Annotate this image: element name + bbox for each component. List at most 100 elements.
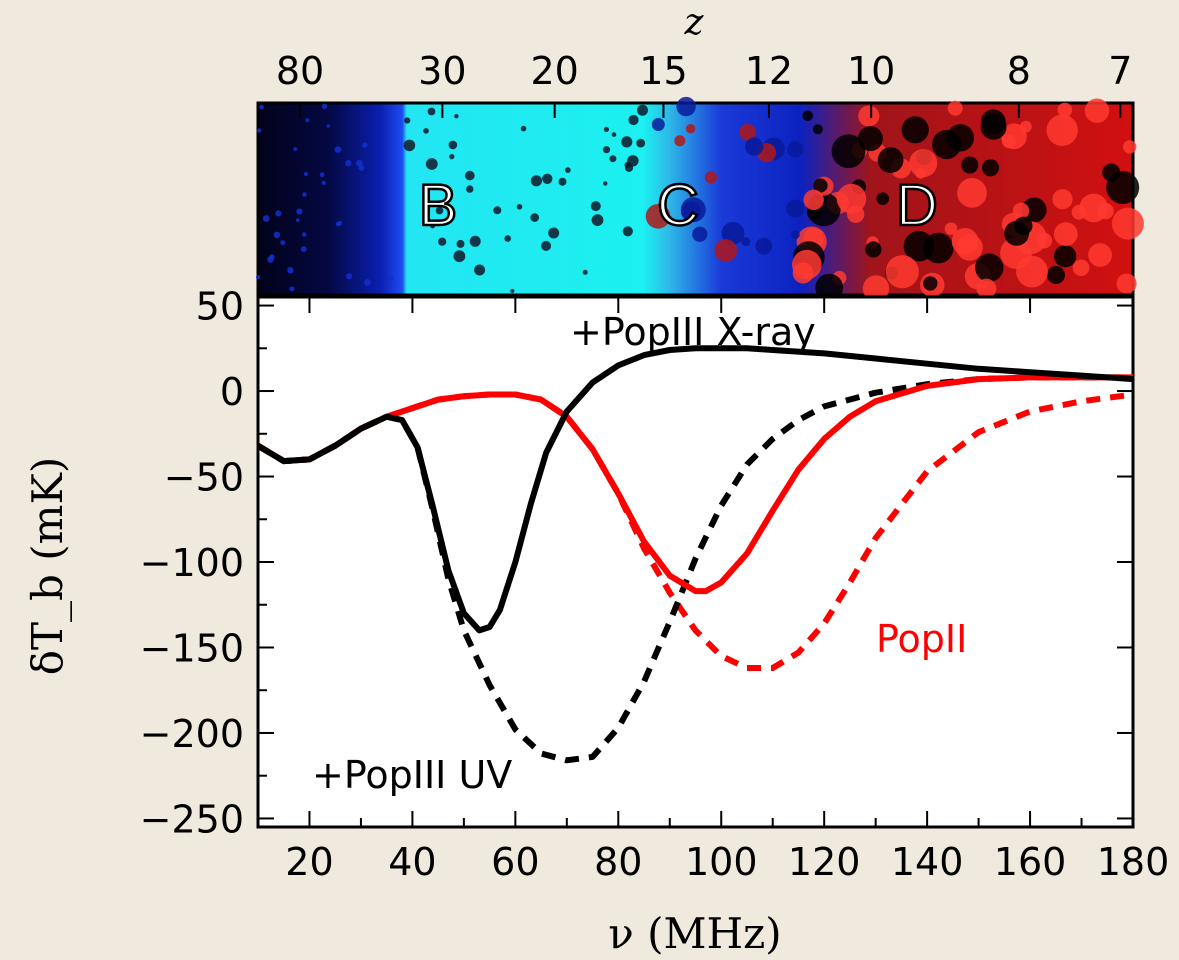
axis-ticks: 20 40 60 80 100 120 140 160 180 50 0 −50 −100 −150 −20… — [140, 285, 1170, 884]
map-speckle — [961, 156, 979, 174]
map-speckle — [885, 255, 919, 289]
map-speckle — [739, 124, 756, 141]
map-speckle — [636, 138, 646, 148]
map-speckle — [449, 154, 455, 160]
map-speckle — [388, 275, 394, 281]
map-speckle — [319, 172, 325, 178]
map-speckle — [858, 105, 880, 127]
map-speckle — [289, 286, 295, 292]
map-speckle — [516, 204, 523, 210]
map-speckle — [721, 221, 745, 245]
map-speckle — [346, 273, 353, 280]
map-speckle — [362, 142, 368, 148]
map-speckle — [273, 231, 281, 239]
map-speckle — [530, 213, 539, 222]
map-speckle — [1046, 114, 1078, 146]
map-speckle — [1102, 163, 1121, 182]
map-speckle — [305, 118, 310, 123]
map-speckle — [558, 177, 567, 186]
map-speckle — [404, 117, 411, 124]
map-speckle — [909, 149, 938, 178]
map-speckle — [1052, 189, 1073, 210]
x-tick-label: 60 — [491, 840, 539, 884]
map-speckle — [651, 118, 665, 131]
map-speckle — [296, 208, 303, 215]
map-speckle — [676, 96, 696, 117]
map-speckle — [259, 104, 264, 110]
map-speckle — [456, 239, 465, 248]
map-speckle — [862, 275, 890, 302]
map-speckle — [976, 278, 997, 299]
map-speckle — [403, 139, 416, 152]
map-speckle — [510, 288, 515, 294]
annotation-popiii-uv: +PopIII UV — [312, 753, 512, 797]
map-speckle — [541, 240, 552, 251]
z-tick-labels: 80 30 20 15 12 10 8 7 — [276, 49, 1132, 311]
map-speckle — [681, 201, 701, 222]
annotation-popii: PopII — [876, 617, 967, 661]
map-speckle — [321, 180, 326, 185]
map-speckle — [876, 192, 890, 205]
map-speckle — [714, 239, 738, 262]
map-speckle — [603, 126, 610, 132]
map-texture — [255, 96, 1144, 302]
map-speckle — [275, 210, 282, 217]
map-speckle — [831, 134, 866, 169]
map-speckle — [300, 246, 307, 253]
map-speckle — [946, 124, 975, 152]
map-speckle — [1084, 98, 1110, 123]
x-tick-label: 160 — [994, 840, 1067, 884]
map-speckle — [787, 141, 804, 158]
map-speckle — [334, 146, 342, 153]
map-speckle — [603, 181, 608, 186]
x-tick-label: 80 — [594, 840, 642, 884]
x-tick-label: 100 — [685, 840, 758, 884]
map-speckle — [1072, 259, 1090, 277]
map-speckle — [364, 279, 371, 286]
map-speckle — [877, 147, 904, 174]
map-speckle — [956, 234, 983, 261]
map-speckle — [293, 147, 298, 152]
map-speckle — [1123, 140, 1137, 154]
map-speckle — [474, 264, 486, 276]
map-speckle — [803, 189, 824, 210]
map-speckle — [1036, 232, 1053, 249]
map-speckle — [1012, 202, 1030, 219]
map-speckle — [611, 132, 617, 137]
map-speckle — [345, 160, 352, 167]
map-speckle — [637, 104, 648, 116]
z-axis-label: z — [684, 2, 705, 43]
map-speckle — [356, 159, 363, 167]
map-speckle — [741, 237, 751, 247]
map-speckle — [435, 206, 444, 215]
map-speckle — [865, 241, 882, 258]
map-speckle — [755, 237, 773, 255]
map-speckle — [813, 178, 828, 193]
map-speckle — [624, 161, 631, 169]
map-speckle — [847, 205, 865, 223]
x-tick-label: 120 — [788, 840, 861, 884]
map-speckle — [448, 140, 458, 150]
x-tick-label: 20 — [285, 840, 333, 884]
map-speckle — [812, 124, 823, 135]
series-line — [256, 345, 1134, 634]
curves — [256, 345, 1134, 764]
map-speckle — [465, 170, 475, 181]
map-speckle — [469, 235, 481, 247]
map-speckle — [947, 100, 963, 116]
map-speckle — [745, 137, 764, 156]
map-speckle — [591, 214, 604, 227]
map-speckle — [980, 113, 1007, 140]
y-tick-label: −250 — [140, 797, 244, 841]
annotation-popiii-xray: +PopIII X-ray — [570, 310, 816, 354]
map-speckle — [1001, 123, 1027, 150]
x-tick-label: 180 — [1097, 840, 1170, 884]
y-tick-label: −150 — [140, 626, 244, 670]
map-speckle — [466, 185, 474, 193]
map-speckle — [321, 103, 328, 110]
map-speckle — [335, 221, 341, 227]
z-tick-label: 12 — [745, 49, 793, 93]
map-speckle — [430, 223, 436, 229]
map-speckle — [1053, 222, 1078, 247]
